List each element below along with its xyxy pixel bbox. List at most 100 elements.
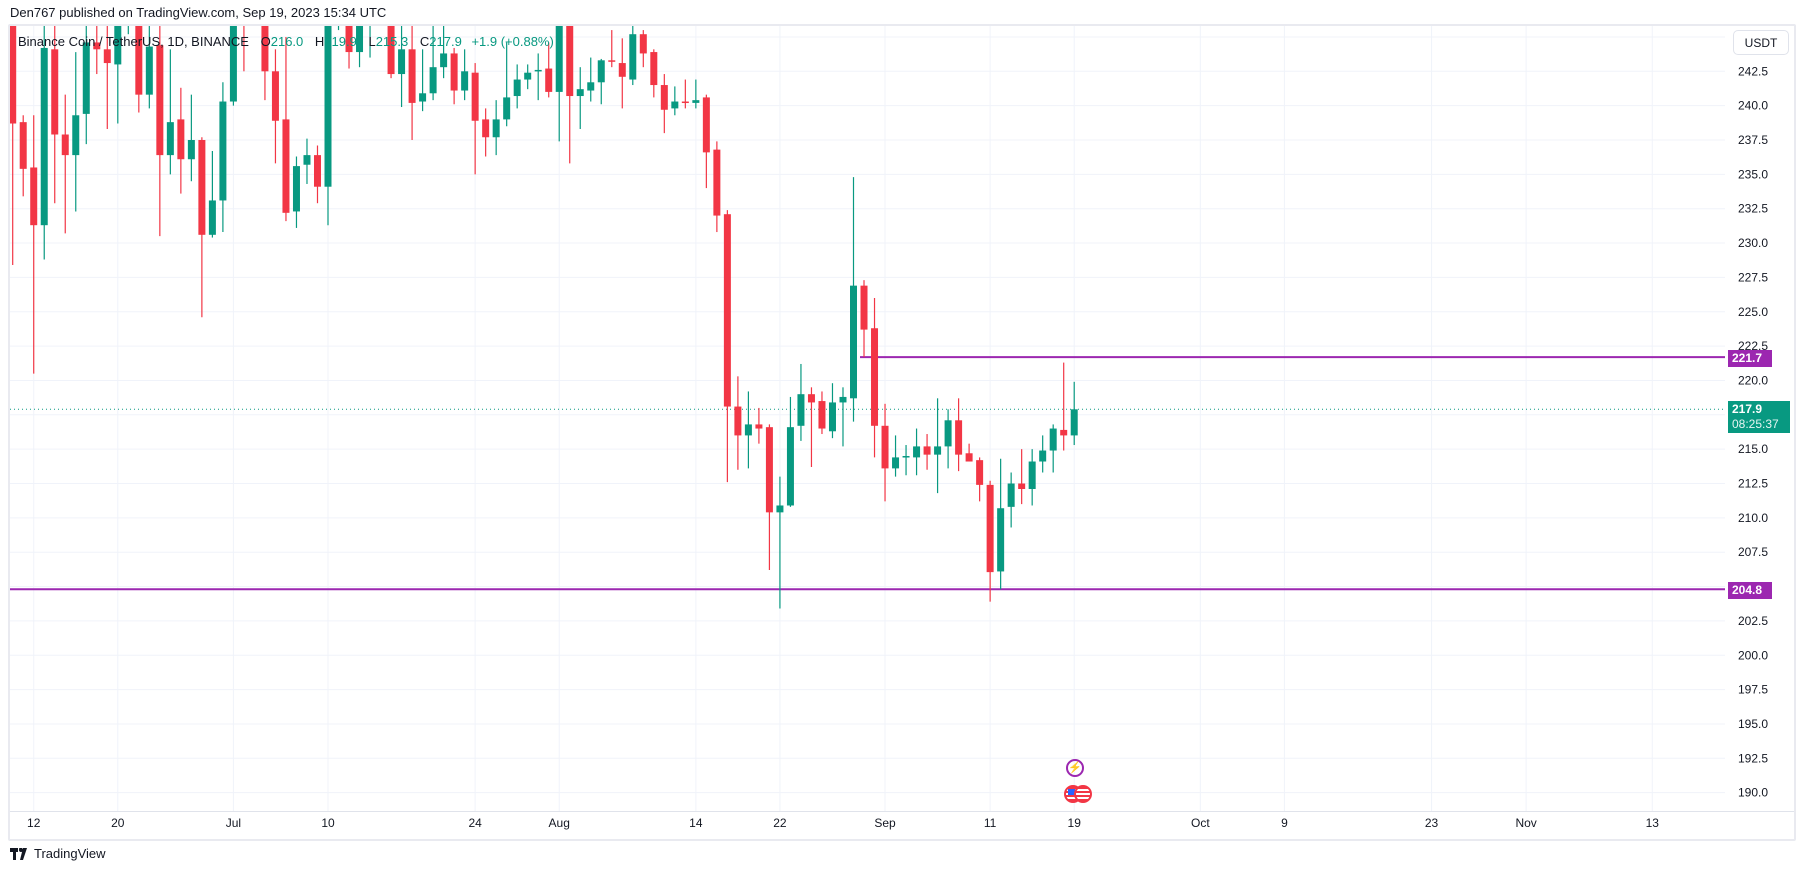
candle-up bbox=[944, 420, 952, 447]
price-tick-label: 215.0 bbox=[1738, 442, 1768, 456]
candle-up bbox=[850, 285, 857, 399]
low-value: 215.3 bbox=[375, 34, 409, 49]
bar-countdown: 08:25:37 bbox=[1732, 417, 1779, 431]
candle-down bbox=[755, 424, 763, 429]
candle-up bbox=[82, 42, 90, 114]
footer-brand[interactable]: TradingView bbox=[10, 846, 106, 861]
candle-down bbox=[51, 49, 59, 135]
time-tick-label: 13 bbox=[1646, 816, 1660, 830]
candle-down bbox=[377, 3, 384, 17]
candle-down bbox=[240, 3, 247, 13]
price-tick-label: 192.5 bbox=[1738, 751, 1768, 765]
candle-up bbox=[335, 0, 342, 9]
price-tick-label: 197.5 bbox=[1738, 683, 1768, 697]
candle-down bbox=[965, 453, 973, 462]
time-tick-label: 14 bbox=[689, 816, 703, 830]
candle-up bbox=[786, 427, 794, 506]
candle-up bbox=[419, 93, 427, 102]
candle-up bbox=[576, 89, 584, 97]
candle-down bbox=[681, 101, 689, 104]
time-tick-label: Sep bbox=[874, 816, 896, 830]
candle-down bbox=[177, 119, 185, 160]
price-axis[interactable]: 242.5 240.0 237.5 235.0 232.5 230.0 227.5 225.0… bbox=[1738, 64, 1768, 799]
candle-down bbox=[723, 214, 731, 407]
candle-up bbox=[492, 119, 500, 138]
candle-up bbox=[828, 402, 836, 432]
support-price-tag: 204.8 bbox=[1728, 582, 1772, 599]
candle-down bbox=[545, 68, 553, 92]
candle-up bbox=[503, 97, 511, 120]
candle-up bbox=[902, 456, 910, 458]
chart-panel bbox=[8, 24, 1796, 841]
candle-down bbox=[639, 34, 647, 54]
time-tick-label: Oct bbox=[1191, 816, 1210, 830]
candle-down bbox=[271, 71, 279, 121]
candle-up bbox=[534, 69, 542, 72]
time-tick-label: 24 bbox=[468, 816, 482, 830]
candle-up bbox=[429, 67, 437, 94]
candle-down bbox=[1060, 429, 1068, 436]
candle-up bbox=[744, 424, 752, 436]
time-tick-label: 22 bbox=[773, 816, 787, 830]
candle-up bbox=[251, 0, 258, 12]
candle-up bbox=[303, 155, 311, 165]
candle-up bbox=[1028, 461, 1036, 489]
lightning-event-icon[interactable]: ⚡ bbox=[1066, 759, 1084, 777]
price-tick-label: 212.5 bbox=[1738, 477, 1768, 491]
candle-up bbox=[292, 166, 300, 212]
time-tick-label: 9 bbox=[1281, 816, 1288, 830]
candle-up bbox=[367, 3, 374, 13]
candle-up bbox=[440, 53, 448, 68]
time-tick-label: 20 bbox=[111, 816, 125, 830]
candle-up bbox=[1039, 450, 1047, 462]
candles bbox=[10, 0, 1078, 609]
candle-up bbox=[356, 26, 364, 53]
candle-down bbox=[650, 52, 658, 86]
candle-up bbox=[913, 446, 921, 458]
price-tick-label: 210.0 bbox=[1738, 511, 1768, 525]
candle-up bbox=[776, 505, 784, 513]
price-tick-label: 195.0 bbox=[1738, 717, 1768, 731]
price-tick-label: 227.5 bbox=[1738, 270, 1768, 284]
candle-up bbox=[839, 396, 847, 403]
candle-down bbox=[135, 26, 143, 95]
candle-up bbox=[114, 26, 122, 65]
us-flag-event-icon[interactable] bbox=[1074, 785, 1092, 803]
candle-up bbox=[187, 140, 195, 160]
time-tick-label: 10 bbox=[321, 816, 335, 830]
price-tick-label: 240.0 bbox=[1738, 99, 1768, 113]
close-value: 217.9 bbox=[429, 34, 462, 49]
price-tick-label: 202.5 bbox=[1738, 614, 1768, 628]
currency-button[interactable]: USDT bbox=[1733, 30, 1789, 55]
candle-down bbox=[986, 484, 994, 573]
candle-up bbox=[324, 26, 332, 187]
candle-down bbox=[261, 26, 269, 72]
price-tick-label: 190.0 bbox=[1738, 786, 1768, 800]
candle-up bbox=[398, 49, 406, 75]
candle-down bbox=[871, 328, 879, 426]
candle-down bbox=[860, 285, 868, 330]
price-tick-label: 232.5 bbox=[1738, 202, 1768, 216]
low-label: L bbox=[368, 34, 376, 49]
candle-up bbox=[1049, 428, 1057, 451]
candle-up bbox=[208, 200, 216, 235]
symbol-name: Binance Coin / TetherUS, 1D, BINANCE bbox=[18, 34, 249, 49]
last-price-value: 217.9 bbox=[1732, 402, 1763, 416]
open-value: 216.0 bbox=[270, 34, 304, 49]
time-axis[interactable]: 12 20 Jul 10 24 Aug 14 22 Sep 11 19 Oct 9 23 Nov 13 bbox=[27, 816, 1659, 830]
price-tick-label: 235.0 bbox=[1738, 167, 1768, 181]
candle-up bbox=[229, 26, 237, 102]
candle-down bbox=[566, 26, 574, 97]
price-tick-label: 222.5 bbox=[1738, 339, 1768, 353]
candle-down bbox=[282, 119, 290, 213]
close-label: C bbox=[419, 34, 430, 49]
time-tick-label: Aug bbox=[549, 816, 570, 830]
candle-up bbox=[72, 115, 80, 156]
candle-down bbox=[93, 42, 101, 50]
candle-down bbox=[713, 149, 721, 216]
candle-down bbox=[818, 401, 826, 429]
price-tick-label: 220.0 bbox=[1738, 373, 1768, 387]
candle-up bbox=[524, 72, 532, 80]
candle-down bbox=[408, 49, 416, 103]
